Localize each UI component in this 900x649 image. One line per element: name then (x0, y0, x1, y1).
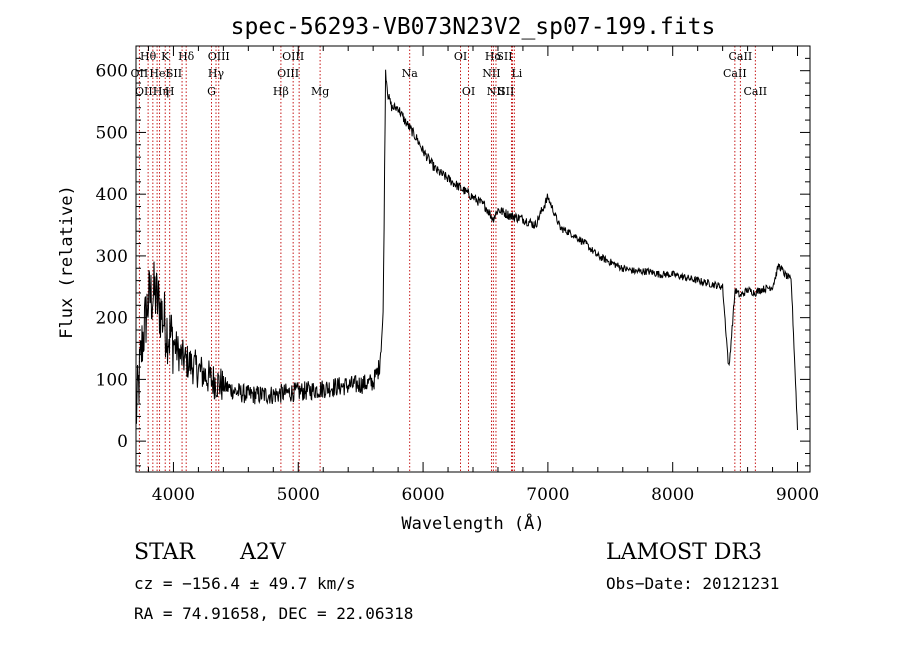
y-tick-label: 500 (96, 123, 128, 143)
x-tick-label: 7000 (526, 485, 569, 505)
y-tick-label: 300 (96, 247, 128, 267)
spectral-line-label: SII (166, 67, 182, 80)
spectral-line-label: CaII (743, 85, 767, 98)
x-tick-label: 9000 (776, 485, 819, 505)
y-tick-label: 0 (117, 432, 128, 452)
x-tick-label: 4000 (152, 485, 195, 505)
spectral-line-label: Hη (153, 85, 169, 98)
sky-coordinates: RA = 74.91658, DEC = 22.06318 (134, 604, 414, 623)
spectral-line-label: CaII (723, 67, 747, 80)
observation-date: Obs−Date: 20121231 (606, 574, 780, 593)
spectral-line-label: OIII (282, 50, 304, 63)
spectral-line-label: OI (454, 50, 467, 63)
spectral-line-label: OIII (277, 67, 299, 80)
spectral-line-label: Na (402, 67, 419, 80)
x-axis: 4000 5000 6000 7000 8000 9000 (147, 46, 819, 505)
object-subclass: A2V (240, 540, 286, 565)
spectral-line-label: K (161, 50, 170, 63)
spectral-line-label: HeI (149, 67, 169, 80)
spectral-line-label: OII (131, 67, 149, 80)
spectral-line-label: Hα (485, 50, 503, 63)
x-tick-label: 8000 (651, 485, 694, 505)
x-tick-label: 6000 (401, 485, 444, 505)
spectral-line-label: Hδ (178, 50, 195, 63)
spectral-line-label: SII (496, 50, 512, 63)
spectral-line-label: G (207, 85, 216, 98)
y-tick-label: 200 (96, 309, 128, 329)
spectral-line-label: OI (462, 85, 475, 98)
y-tick-label: 100 (96, 370, 128, 390)
survey-name: LAMOST DR3 (606, 540, 762, 565)
spectral-line-label: OIII (135, 85, 157, 98)
chart-title: spec-56293-VB073N23V2_sp07-199.fits (231, 14, 716, 40)
x-axis-label: Wavelength (Å) (401, 512, 544, 534)
flux-series (135, 69, 798, 431)
spectral-line-label: SII (498, 85, 514, 98)
y-tick-label: 400 (96, 185, 128, 205)
spectral-line-label: Hθ (140, 50, 157, 63)
spectral-line-label: NII (487, 85, 505, 98)
plot-frame (135, 45, 811, 473)
y-axis-label: Flux (relative) (57, 185, 77, 339)
spectral-line-label: NII (482, 67, 500, 80)
y-axis: 0 100 200 300 400 500 600 (96, 45, 810, 467)
redshift-velocity: cz = −156.4 ± 49.7 km/s (134, 574, 356, 593)
flux-line (135, 69, 798, 431)
y-tick-label: 600 (96, 62, 128, 82)
spectral-line-label: Hβ (273, 85, 289, 98)
spectral-line-label: Mg (311, 85, 329, 98)
spectral-line-label: CaII (729, 50, 753, 63)
spectral-line-label: Hγ (208, 67, 225, 80)
x-tick-label: 5000 (277, 485, 320, 505)
spectral-line-label: H (165, 85, 175, 98)
spectral-line-label: Li (511, 67, 522, 80)
spectral-line-markers (138, 46, 756, 472)
object-class: STAR (134, 540, 195, 565)
spectral-line-label: OIII (208, 50, 230, 63)
